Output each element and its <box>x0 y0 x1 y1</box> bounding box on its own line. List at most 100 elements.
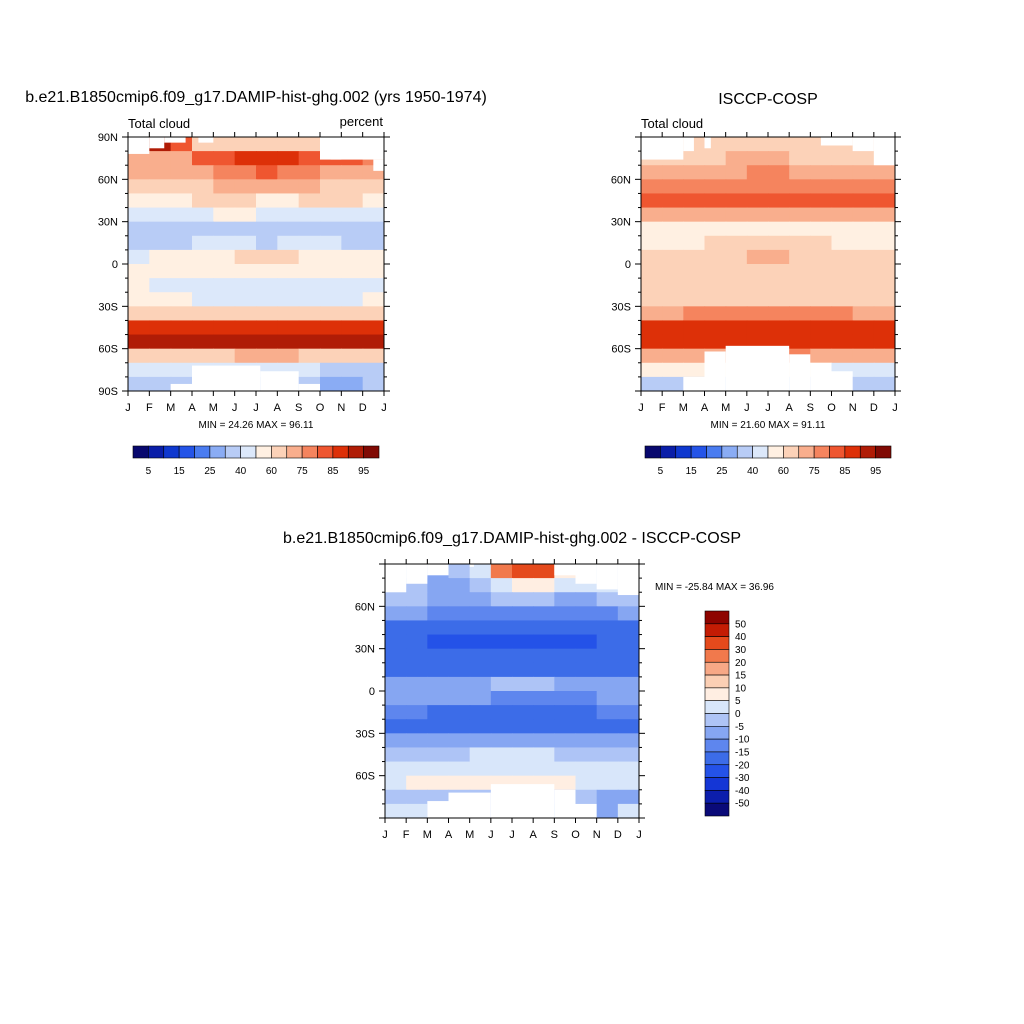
heatmap-cell <box>873 165 895 180</box>
heatmap-cell <box>385 691 407 706</box>
heatmap-cell <box>768 221 790 237</box>
heatmap-cell <box>256 264 278 279</box>
heatmap-cell <box>192 193 214 209</box>
heatmap-cell <box>362 334 384 350</box>
heatmap-cell <box>341 278 364 293</box>
panel-1-title: b.e21.B1850cmip6.f09_g17.DAMIP-hist-ghg.… <box>25 89 487 106</box>
heatmap-cell <box>873 306 895 322</box>
heatmap-cell <box>448 662 471 678</box>
heatmap-cell <box>641 235 663 251</box>
x-tick-label: D <box>359 402 367 414</box>
heatmap-cell <box>448 620 471 636</box>
heatmap-cell <box>641 221 663 237</box>
heatmap-cell <box>554 719 577 734</box>
heatmap-cell <box>362 207 384 223</box>
colorbar-label: 5 <box>735 696 741 707</box>
heatmap-cell <box>448 761 471 777</box>
heatmap-cell <box>617 747 639 763</box>
heatmap-cell <box>170 278 193 293</box>
heatmap-cell <box>810 179 833 195</box>
colorbar-label: 20 <box>735 658 747 669</box>
heatmap-cell <box>662 320 684 336</box>
heatmap-cell <box>192 278 214 293</box>
heatmap-cell <box>427 676 450 692</box>
colorbar-swatch <box>704 777 730 791</box>
heatmap-cell <box>789 249 811 265</box>
heatmap-cell <box>554 578 577 593</box>
heatmap-cell <box>490 676 513 692</box>
missing-data-mask <box>704 137 711 149</box>
y-tick-label: 0 <box>369 686 375 698</box>
heatmap-cell <box>746 137 769 152</box>
heatmap-cell <box>575 662 598 678</box>
missing-data-mask <box>469 564 474 567</box>
heatmap-cell <box>533 606 555 622</box>
heatmap-cell <box>341 320 364 336</box>
heatmap-cell <box>810 193 833 209</box>
missing-data-mask <box>192 365 261 391</box>
heatmap-cell <box>810 221 833 237</box>
heatmap-cell <box>575 648 598 664</box>
missing-data-mask <box>320 137 384 160</box>
heatmap-cell <box>789 235 811 251</box>
missing-data-mask <box>406 564 428 584</box>
heatmap-cell <box>789 207 811 223</box>
heatmap-cell <box>617 634 639 650</box>
y-tick-label: 30N <box>98 217 118 229</box>
heatmap-cell <box>149 376 172 391</box>
missing-data-mask <box>810 362 832 391</box>
heatmap-cell <box>234 165 257 180</box>
panel-1-units-label: percent <box>340 114 384 129</box>
missing-data-mask <box>831 371 853 391</box>
heatmap-cell <box>789 278 811 293</box>
heatmap-cell <box>448 775 471 791</box>
heatmap-cell <box>320 292 342 307</box>
heatmap-cell <box>789 306 811 322</box>
heatmap-cell <box>768 207 790 223</box>
colorbar-swatch <box>706 445 723 459</box>
heatmap-cell <box>149 306 172 322</box>
heatmap-cell <box>617 662 639 678</box>
heatmap-cell <box>469 676 492 692</box>
heatmap-cell <box>704 292 727 307</box>
heatmap-cell <box>873 235 895 251</box>
colorbar-swatch <box>813 445 830 459</box>
heatmap-cell <box>256 292 278 307</box>
heatmap-cell <box>533 564 555 579</box>
heatmap-cell <box>873 193 895 209</box>
missing-data-mask <box>683 137 694 152</box>
heatmap-cell <box>533 578 555 593</box>
heatmap-cell <box>298 179 321 195</box>
colorbar-label: -30 <box>735 773 750 784</box>
heatmap-cell <box>596 705 619 720</box>
heatmap-cell <box>406 775 428 791</box>
heatmap-cell <box>662 207 684 223</box>
heatmap-cell <box>512 564 534 579</box>
missing-data-mask <box>725 345 790 391</box>
heatmap-cell <box>596 634 619 650</box>
heatmap-cell <box>234 292 257 307</box>
heatmap-cell <box>704 235 727 251</box>
heatmap-cell <box>662 221 684 237</box>
x-tick-label: J <box>636 829 642 841</box>
colorbar-swatch <box>704 802 730 817</box>
heatmap-cell <box>234 235 257 251</box>
heatmap-cell <box>170 151 193 166</box>
heatmap-cell <box>469 719 492 734</box>
heatmap-cell <box>213 249 236 265</box>
heatmap-cell <box>662 306 684 322</box>
heatmap-cell <box>873 376 895 391</box>
heatmap-cell <box>683 165 706 180</box>
colorbar-swatch <box>240 445 257 459</box>
heatmap-cell <box>512 691 534 706</box>
heatmap-cell <box>427 733 450 749</box>
colorbar-swatch <box>859 445 876 459</box>
heatmap-cell <box>385 747 407 763</box>
heatmap-cell <box>831 207 854 223</box>
x-tick-label: J <box>125 402 131 414</box>
heatmap-cell <box>831 249 854 265</box>
heatmap-cell <box>554 634 577 650</box>
heatmap-cell <box>341 207 364 223</box>
colorbar-label: 85 <box>327 466 339 477</box>
y-tick-label: 90N <box>98 132 118 144</box>
